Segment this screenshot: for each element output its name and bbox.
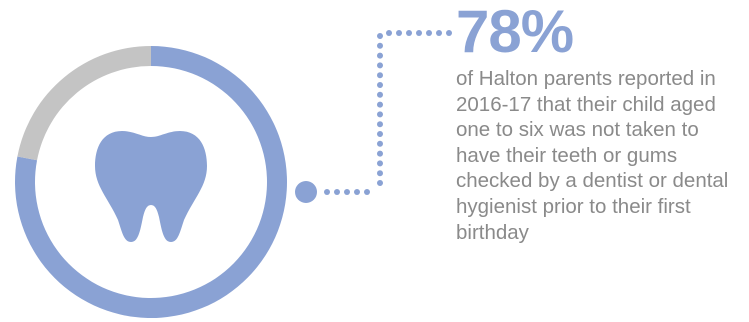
connector-dot	[377, 82, 383, 88]
connector-dot	[377, 180, 383, 186]
description-text: of Halton parents reported in 2016-17 th…	[456, 67, 729, 244]
connector-dot	[364, 189, 370, 195]
connector-dot	[436, 30, 442, 36]
connector-dot	[377, 121, 383, 128]
connector-dot	[426, 30, 432, 36]
connector-anchor-dot	[295, 181, 317, 203]
headline-value: 78%	[456, 0, 574, 65]
connector-dot	[377, 101, 383, 108]
dotted-connector	[295, 30, 452, 203]
connector-dot	[334, 189, 340, 195]
connector-dot	[354, 189, 360, 195]
connector-dot	[406, 30, 412, 36]
connector-dot	[416, 30, 422, 36]
connector-dot	[377, 140, 383, 147]
connector-dot	[377, 131, 383, 137]
connector-dot	[377, 160, 383, 167]
connector-dot	[344, 189, 350, 195]
connector-dot	[377, 62, 383, 69]
connector-dot	[446, 30, 452, 36]
connector-dot	[377, 42, 383, 49]
connector-dot	[377, 91, 383, 98]
donut-slice-1	[17, 46, 151, 161]
connector-dot	[377, 33, 383, 39]
donut-chart	[14, 46, 287, 318]
connector-dot	[377, 111, 383, 118]
connector-dot	[377, 52, 383, 59]
connector-dot	[386, 30, 392, 36]
connector-dot	[396, 30, 402, 36]
connector-dot	[377, 170, 383, 177]
tooth-icon	[95, 131, 207, 242]
connector-dot	[324, 189, 330, 195]
connector-dot	[377, 72, 383, 79]
connector-dot	[377, 150, 383, 157]
